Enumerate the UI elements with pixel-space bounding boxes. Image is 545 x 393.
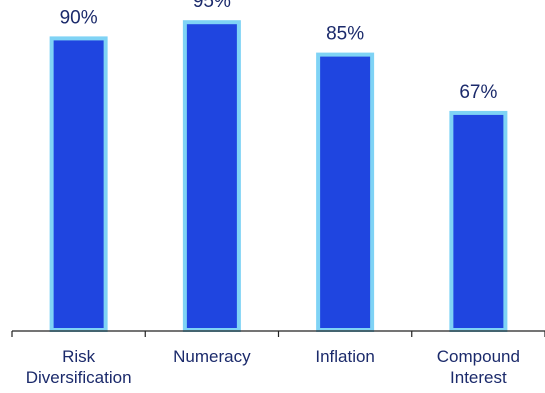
x-tick-label-risk-diversification: Risk Diversification — [26, 347, 132, 387]
value-label-numeracy: 95% — [193, 0, 231, 12]
bar-numeracy — [182, 20, 241, 332]
x-tick-label-line: Numeracy — [173, 347, 251, 366]
x-tick-label-line: Inflation — [315, 347, 375, 366]
x-tick-label-compound-interest: Compound Interest — [437, 347, 520, 387]
bars-group — [49, 20, 508, 333]
x-tick-label-line: Risk — [62, 347, 96, 366]
x-tick-label-line: Interest — [450, 368, 507, 387]
x-tick-label-line: Diversification — [26, 368, 132, 387]
value-label-compound-interest: 67% — [459, 82, 497, 103]
bar-risk-diversification — [49, 36, 108, 333]
x-tick-labels-group: Risk Diversification Numeracy Inflation Comp… — [26, 347, 520, 387]
x-tick-label-inflation: Inflation — [315, 347, 375, 366]
bar-inflation — [316, 52, 375, 332]
value-label-risk-diversification: 90% — [60, 7, 98, 28]
value-label-inflation: 85% — [326, 24, 364, 45]
bar-compound-interest — [449, 110, 508, 332]
x-axis — [11, 330, 545, 337]
x-tick-label-numeracy: Numeracy — [173, 347, 251, 366]
value-labels-group: 90% 95% 85% 67% — [60, 0, 498, 103]
x-tick-label-line: Compound — [437, 347, 520, 366]
